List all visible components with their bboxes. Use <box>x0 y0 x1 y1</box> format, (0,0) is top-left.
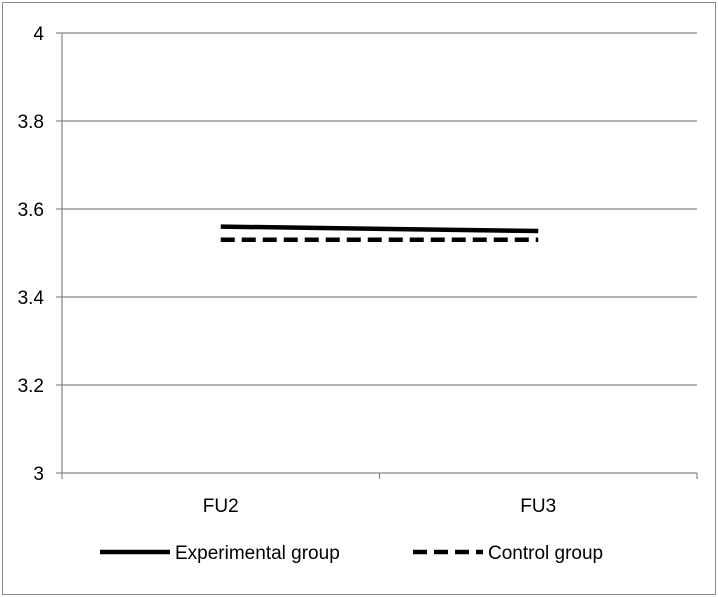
y-tick-label: 3.4 <box>18 288 45 309</box>
legend: Experimental group Control group <box>100 543 603 564</box>
x-tick-label: FU2 <box>203 496 239 517</box>
y-tick-label: 3 <box>33 464 44 485</box>
legend-label: Control group <box>488 543 603 564</box>
y-tick-label: 3.2 <box>18 376 44 397</box>
x-tick-label: FU3 <box>520 496 556 517</box>
y-tick-label: 3.6 <box>18 200 44 221</box>
y-axis-tick-labels: 3 3.2 3.4 3.6 3.8 4 <box>18 24 45 485</box>
axes <box>56 32 698 479</box>
series-lines <box>220 224 539 243</box>
x-axis-tick-labels: FU2 FU3 <box>203 496 556 517</box>
series-line-experimental-group <box>220 224 539 234</box>
legend-label: Experimental group <box>175 543 340 564</box>
gridlines <box>62 32 697 386</box>
y-tick-label: 4 <box>33 24 44 45</box>
y-tick-label: 3.8 <box>18 112 44 133</box>
